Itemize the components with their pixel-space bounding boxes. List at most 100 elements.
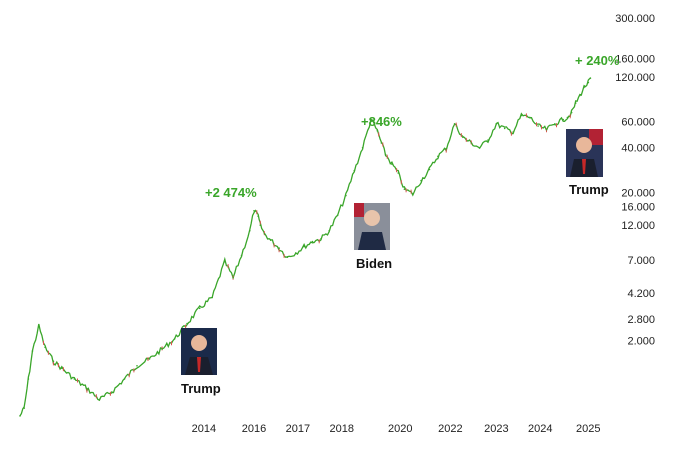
y-tick-label: 7.000 bbox=[627, 255, 655, 267]
data-point bbox=[311, 240, 314, 243]
data-point bbox=[566, 116, 569, 119]
label-biden: Biden bbox=[356, 256, 392, 271]
data-point bbox=[186, 322, 188, 325]
data-point bbox=[86, 387, 88, 390]
data-point bbox=[403, 188, 406, 190]
y-tick-label: 2.000 bbox=[627, 336, 655, 348]
data-point bbox=[257, 215, 260, 217]
data-point bbox=[361, 146, 364, 149]
portrait-biden bbox=[354, 203, 390, 250]
data-point bbox=[232, 277, 234, 279]
y-tick-label: 300.000 bbox=[615, 13, 655, 25]
price-series-line bbox=[19, 77, 591, 417]
data-point bbox=[554, 123, 556, 125]
data-point bbox=[562, 118, 564, 121]
data-point bbox=[583, 86, 585, 89]
data-point bbox=[61, 367, 63, 370]
data-point bbox=[537, 125, 539, 127]
price-line-group bbox=[19, 77, 592, 417]
data-point bbox=[470, 142, 473, 144]
data-point bbox=[495, 123, 498, 125]
data-point bbox=[412, 193, 414, 195]
data-point bbox=[376, 130, 379, 132]
x-tick-label: 2022 bbox=[438, 423, 462, 435]
data-point bbox=[320, 238, 322, 240]
data-point bbox=[161, 348, 163, 350]
data-point bbox=[303, 245, 305, 248]
data-point bbox=[111, 391, 113, 393]
data-point bbox=[478, 146, 481, 149]
data-point bbox=[384, 153, 387, 156]
data-point bbox=[52, 360, 55, 363]
data-point bbox=[269, 239, 272, 241]
y-axis: 300.000 160.000 120.000 60.000 40.000 20.000 1… bbox=[615, 13, 655, 348]
annotation-trump-1: +2 474% bbox=[205, 185, 257, 200]
data-point bbox=[211, 296, 213, 299]
data-point bbox=[437, 155, 439, 158]
data-point bbox=[38, 325, 40, 327]
y-tick-label: 40.000 bbox=[621, 143, 655, 155]
data-point bbox=[328, 230, 331, 232]
data-point bbox=[253, 210, 255, 212]
label-trump-1: Trump bbox=[181, 381, 221, 396]
data-point bbox=[148, 358, 151, 360]
data-point bbox=[73, 378, 76, 380]
y-tick-label: 16.000 bbox=[621, 202, 655, 214]
data-point bbox=[570, 111, 573, 114]
data-point bbox=[353, 169, 356, 172]
data-point bbox=[462, 136, 464, 139]
x-tick-label: 2020 bbox=[388, 423, 412, 435]
data-point bbox=[420, 179, 422, 182]
data-point bbox=[545, 128, 548, 131]
data-point bbox=[295, 252, 297, 254]
annotation-biden: +846% bbox=[361, 114, 402, 129]
data-point bbox=[428, 168, 431, 171]
data-point bbox=[259, 224, 262, 226]
y-tick-label: 20.000 bbox=[621, 187, 655, 199]
data-point bbox=[249, 230, 251, 232]
data-point bbox=[336, 214, 339, 217]
data-point bbox=[391, 163, 393, 165]
x-axis: 2014 2016 2017 2018 2020 2022 2023 2024 2025 bbox=[192, 423, 601, 435]
data-point bbox=[503, 127, 506, 130]
x-tick-label: 2025 bbox=[576, 423, 600, 435]
data-point bbox=[286, 256, 289, 259]
data-point bbox=[23, 407, 26, 409]
data-point bbox=[520, 114, 523, 117]
y-tick-label: 160.000 bbox=[615, 53, 655, 65]
data-point bbox=[278, 247, 280, 249]
label-trump-2: Trump bbox=[569, 182, 609, 197]
data-point bbox=[574, 102, 577, 104]
data-point bbox=[240, 254, 243, 257]
portrait-trump-1 bbox=[181, 328, 217, 375]
data-point bbox=[380, 142, 383, 144]
data-point bbox=[224, 260, 226, 263]
y-tick-label: 120.000 bbox=[615, 72, 655, 84]
data-point bbox=[136, 365, 138, 367]
data-point bbox=[587, 81, 590, 84]
portrait-trump-2 bbox=[566, 129, 603, 177]
data-point bbox=[370, 118, 372, 121]
data-point bbox=[173, 338, 176, 340]
x-tick-label: 2018 bbox=[330, 423, 354, 435]
data-point bbox=[453, 123, 456, 125]
data-point bbox=[345, 194, 347, 197]
data-point bbox=[579, 94, 581, 97]
y-tick-label: 4.200 bbox=[627, 288, 655, 300]
data-point bbox=[123, 378, 126, 380]
y-tick-label: 2.800 bbox=[627, 314, 655, 326]
data-point bbox=[44, 346, 46, 349]
data-point bbox=[487, 139, 489, 141]
data-point bbox=[98, 398, 101, 401]
data-point bbox=[263, 233, 266, 235]
data-point bbox=[512, 131, 514, 133]
y-tick-label: 12.000 bbox=[621, 220, 655, 232]
data-point bbox=[31, 350, 34, 352]
x-tick-label: 2016 bbox=[242, 423, 266, 435]
data-point bbox=[589, 77, 592, 79]
x-tick-label: 2024 bbox=[528, 423, 552, 435]
data-point bbox=[445, 147, 448, 150]
data-point bbox=[397, 172, 400, 174]
x-tick-label: 2023 bbox=[484, 423, 508, 435]
